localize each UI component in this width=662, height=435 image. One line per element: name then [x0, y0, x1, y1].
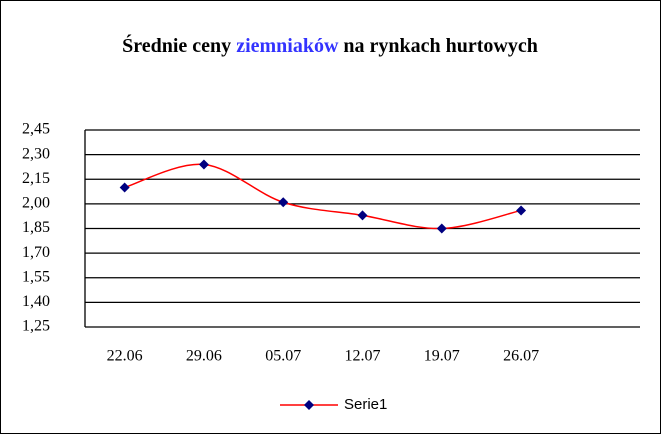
y-tick-label: 2,00 [22, 195, 50, 212]
legend-marker [304, 400, 314, 410]
title-highlight: ziemniaków [236, 35, 339, 57]
x-tick-label: 05.07 [265, 348, 301, 365]
data-point [436, 223, 447, 234]
x-tick-label: 19.07 [424, 348, 460, 365]
data-point [516, 205, 527, 216]
y-tick-label: 1,40 [22, 293, 50, 310]
title-part: na rynkach hurtowych [343, 35, 538, 57]
data-point [278, 197, 289, 208]
x-tick-label: 12.07 [345, 348, 381, 365]
x-tick-label: 26.07 [503, 348, 539, 365]
x-tick-label: 22.06 [107, 348, 143, 365]
y-tick-label: 1,70 [22, 244, 50, 261]
data-point [119, 182, 130, 193]
y-tick-label: 1,25 [22, 318, 50, 335]
y-tick-label: 1,85 [22, 219, 50, 236]
x-tick-label: 29.06 [186, 348, 222, 365]
legend-label: Serie1 [344, 396, 387, 413]
y-tick-label: 2,15 [22, 170, 50, 187]
data-point [198, 159, 209, 170]
y-tick-label: 2,45 [22, 121, 50, 138]
data-point [357, 210, 368, 221]
series-line [124, 163, 522, 230]
title-part: Średnie ceny [122, 35, 232, 57]
chart-title: Średnie ceny ziemniaków na rynkach hurto… [120, 30, 540, 62]
y-tick-label: 2,30 [22, 145, 50, 162]
y-tick-label: 1,55 [22, 268, 50, 285]
